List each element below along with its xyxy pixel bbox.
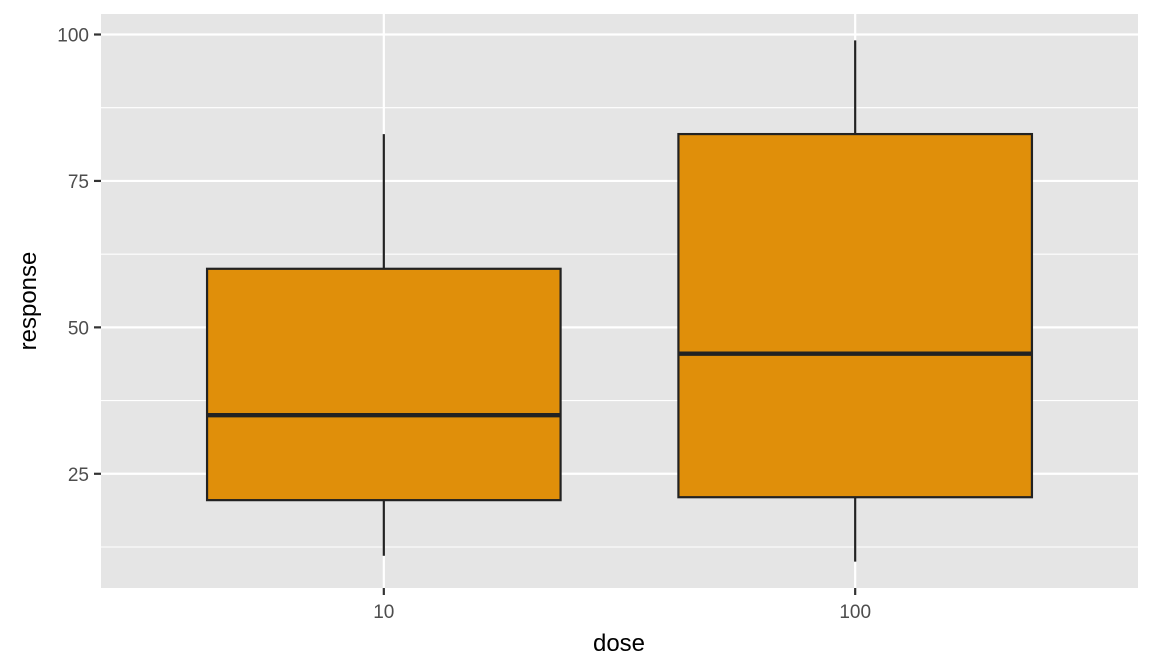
- y-tick-label: 100: [57, 26, 89, 47]
- y-tick-label: 50: [68, 318, 89, 339]
- axes: 25 50 75 100 10 100: [57, 26, 871, 624]
- x-axis-title: dose: [593, 630, 645, 657]
- box-100: [677, 40, 1034, 562]
- y-tick-label: 25: [68, 465, 89, 486]
- x-tick-label: 100: [839, 602, 871, 623]
- boxes: [205, 40, 1034, 562]
- box-body: [677, 132, 1034, 499]
- box-body: [205, 267, 562, 502]
- x-tick-label: 10: [373, 602, 394, 623]
- box-10: [205, 134, 562, 556]
- y-axis-title: response: [15, 252, 42, 351]
- y-tick-label: 75: [68, 172, 89, 193]
